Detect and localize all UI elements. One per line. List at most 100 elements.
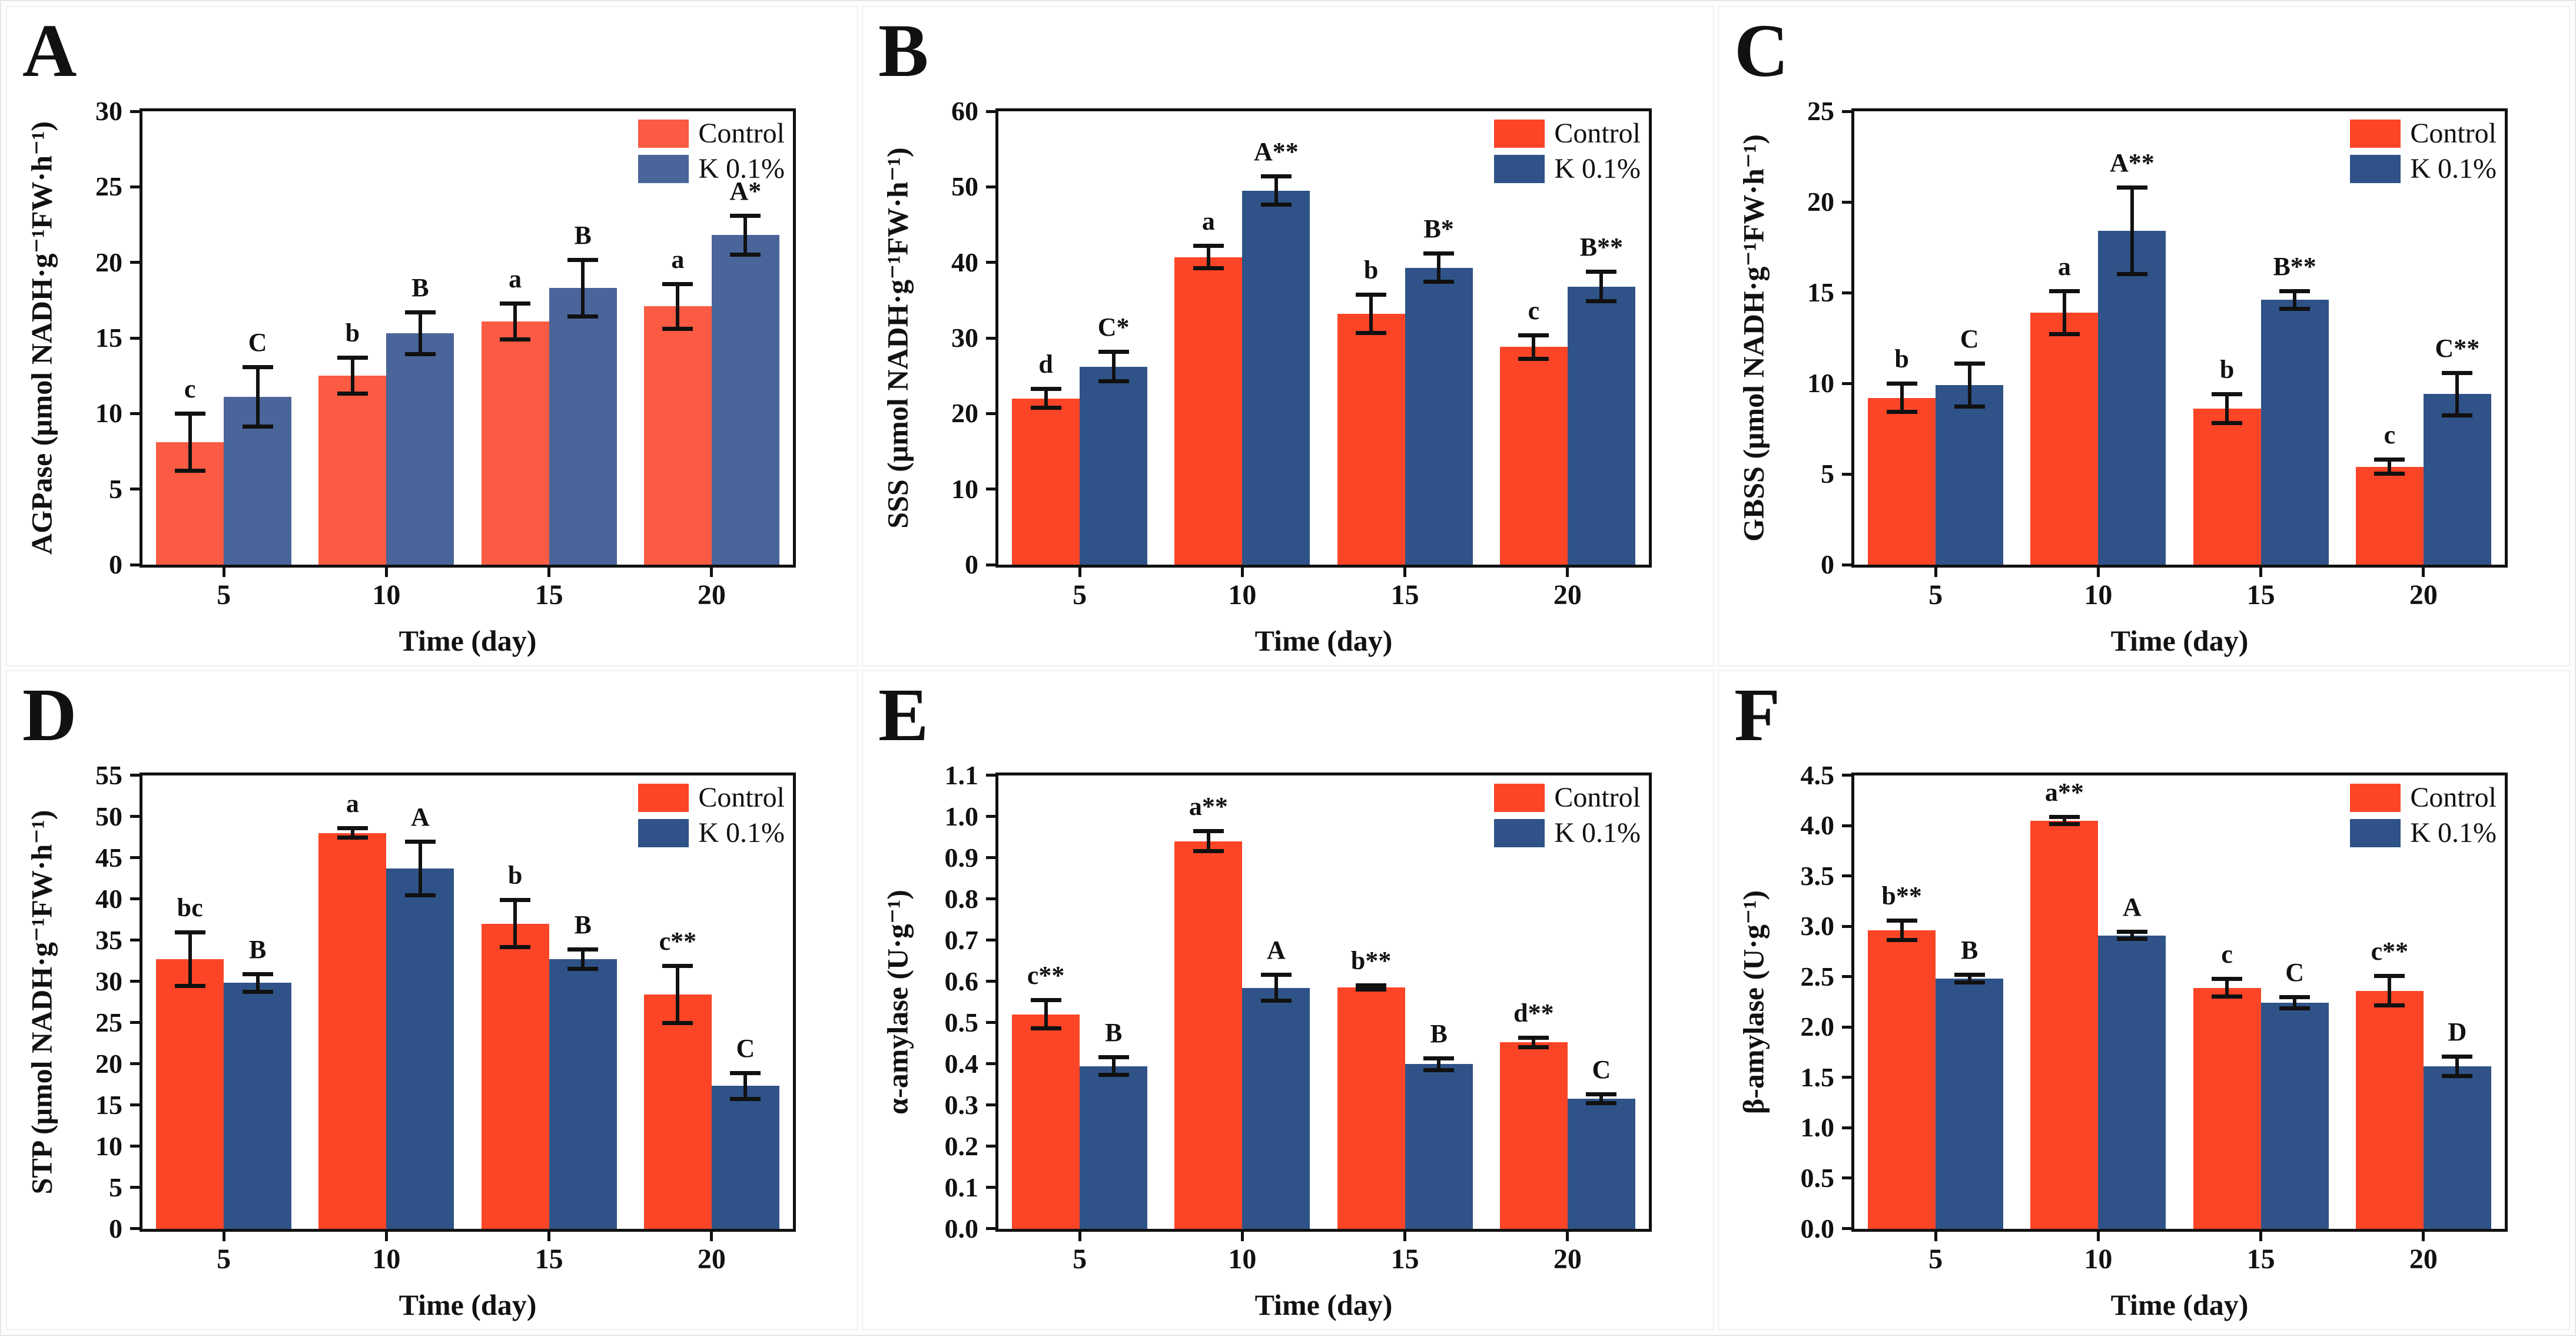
- panel-D: D 0 5 10 15 20 25 30 35 40 45 50 55 5 10 15 20 bc a b c** B A B…: [6, 669, 858, 1330]
- error-bar-cap-bottom: [1030, 1026, 1061, 1030]
- x-axis-tick: [547, 568, 551, 577]
- y-tick-label: 0.9: [944, 842, 979, 873]
- error-bar-cap-bottom: [1886, 938, 1917, 943]
- y-tick-label: 25: [95, 1007, 122, 1037]
- error-bar: [2293, 290, 2297, 309]
- sig-letter: c**: [2371, 937, 2409, 966]
- y-tick-label: 1.1: [944, 760, 979, 790]
- y-tick-label: 20: [1807, 187, 1834, 217]
- bar-k01-day10: [2098, 935, 2166, 1229]
- sig-letter: b: [345, 319, 360, 348]
- error-bar-cap-bottom: [242, 425, 273, 429]
- y-tick-label: 0.2: [944, 1131, 979, 1161]
- error-bar: [350, 357, 354, 394]
- legend-swatch-control: [1494, 783, 1545, 812]
- error-bar-cap-top: [1423, 251, 1455, 256]
- error-bar: [743, 216, 748, 255]
- y-axis-tick: [1842, 975, 1851, 979]
- legend-item-k01: K 0.1%: [1494, 154, 1641, 184]
- bar-control-day10: [2030, 820, 2099, 1229]
- bar-k01-day20: [711, 1086, 779, 1229]
- plot-area: 0 5 10 15 20 25 30 5 10 15 20 c b a a C B B A* Control K 0.1…: [25, 96, 796, 657]
- error-bar-cap-bottom: [2374, 472, 2405, 476]
- y-tick-label: 10: [1807, 368, 1834, 398]
- sig-letter: B**: [1579, 233, 1624, 262]
- y-tick-label: 10: [95, 1131, 122, 1161]
- x-axis-tick: [384, 1231, 388, 1241]
- error-bar: [1044, 1000, 1048, 1029]
- y-tick-label: 15: [1807, 277, 1834, 307]
- error-bar: [1599, 1093, 1604, 1104]
- y-tick-label: 0.3: [944, 1089, 979, 1120]
- y-axis-tick: [1842, 110, 1851, 113]
- y-tick-label: 0.6: [944, 966, 979, 996]
- bar-control-day5: [1868, 397, 1936, 565]
- y-tick-label: 5: [109, 473, 122, 504]
- y-tick-label: 30: [95, 966, 122, 996]
- y-axis-tick: [130, 563, 140, 566]
- y-axis-tick: [986, 815, 995, 818]
- legend-item-control: Control: [638, 782, 785, 813]
- bar-control-day20: [1499, 1042, 1568, 1229]
- bar-k01-day20: [711, 235, 779, 565]
- error-bar-cap-bottom: [2279, 306, 2311, 311]
- y-tick-label: 10: [951, 473, 978, 504]
- y-axis-tick: [130, 412, 140, 415]
- x-axis-tick: [2096, 568, 2100, 577]
- error-bar: [418, 841, 422, 896]
- y-axis-tick: [986, 412, 995, 415]
- error-bar: [2293, 996, 2297, 1009]
- sig-letter: B: [1430, 1019, 1448, 1048]
- bar-k01-day5: [224, 983, 292, 1229]
- error-bar: [2455, 372, 2459, 416]
- x-axis-label: Time (day): [399, 1288, 537, 1321]
- error-bar-cap-bottom: [242, 989, 273, 994]
- bar-control-day20: [1499, 347, 1568, 565]
- y-axis-tick: [1842, 774, 1851, 777]
- error-bar-cap-top: [2442, 1054, 2473, 1059]
- plot-area: 0 5 10 15 20 25 5 10 15 20 b a b c C A** B** C** Control K …: [1737, 96, 2508, 657]
- error-bar: [350, 828, 354, 838]
- error-bar-cap-top: [1586, 1092, 1617, 1096]
- error-bar-cap-bottom: [1098, 1073, 1129, 1078]
- sig-letter: B: [574, 910, 592, 939]
- y-axis-tick: [130, 185, 140, 188]
- error-bar: [1111, 352, 1116, 382]
- sig-letter: a**: [1189, 792, 1228, 821]
- error-bar-cap-top: [1260, 174, 1292, 179]
- y-axis-tick: [130, 1186, 140, 1189]
- sig-letter: c: [2221, 940, 2233, 969]
- bar-control-day15: [2193, 409, 2261, 565]
- y-axis-tick: [1842, 563, 1851, 566]
- bar-k01-day10: [386, 868, 454, 1229]
- legend-swatch-k01: [2350, 155, 2401, 183]
- sig-letter: a: [1201, 207, 1215, 236]
- bar-k01-day15: [2260, 1003, 2329, 1229]
- error-bar-cap-top: [567, 947, 599, 952]
- x-tick-label: 15: [535, 579, 563, 611]
- error-bar-cap-bottom: [2116, 272, 2147, 277]
- sig-letter: A**: [1253, 137, 1299, 167]
- error-bar-cap-top: [174, 930, 205, 934]
- error-bar-cap-top: [2374, 458, 2405, 462]
- error-bar-cap-bottom: [2374, 1003, 2405, 1008]
- y-axis-label: SSS (μmol NADH·g⁻¹FW·h⁻¹): [881, 147, 914, 529]
- error-bar: [513, 899, 517, 948]
- sig-letter: d**: [1513, 998, 1554, 1027]
- error-bar-cap-bottom: [2442, 1074, 2473, 1079]
- error-bar-cap-top: [1586, 270, 1617, 274]
- legend: Control K 0.1%: [2350, 118, 2497, 189]
- sig-letter: C: [1960, 324, 1979, 354]
- y-axis-tick: [1842, 382, 1851, 385]
- x-axis-tick: [1566, 1231, 1569, 1241]
- y-tick-label: 2.5: [1800, 961, 1835, 992]
- bar-control-day5: [156, 959, 224, 1229]
- error-bar: [1274, 974, 1278, 1002]
- bar-control-day10: [318, 833, 387, 1229]
- legend: Control K 0.1%: [638, 118, 785, 189]
- x-tick-label: 15: [535, 1243, 563, 1275]
- error-bar: [188, 931, 192, 986]
- bar-control-day20: [643, 306, 712, 565]
- error-bar-cap-top: [1954, 362, 1985, 366]
- y-axis-tick: [986, 1062, 995, 1065]
